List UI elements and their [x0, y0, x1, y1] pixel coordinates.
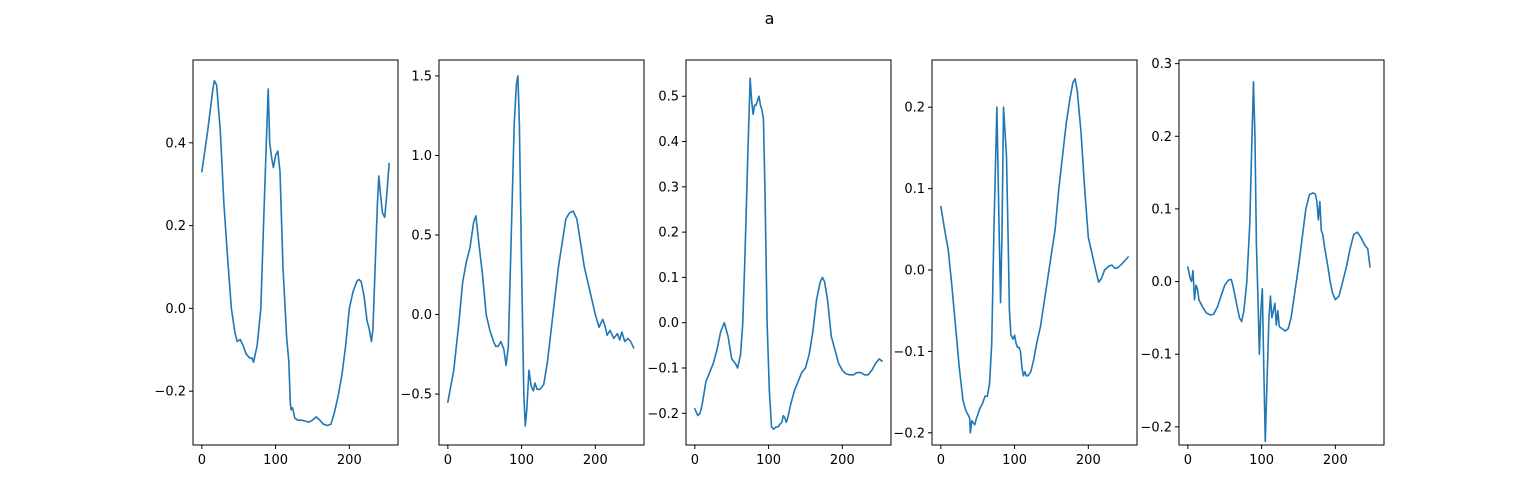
axes-frame-5 — [1178, 59, 1385, 446]
y-tick-label-5-0: −0.2 — [1140, 420, 1172, 435]
y-tick-label-2-4: 1.5 — [411, 69, 432, 84]
axes-frame-2 — [438, 59, 645, 446]
subplot-3: 0 100 200 −0.2 −0.1 0.0 0.1 0.2 0.3 0.4 0.5 — [647, 59, 892, 468]
y-tick-label-5-3: 0.1 — [1151, 202, 1172, 217]
y-tick-label-4-2: 0.0 — [904, 264, 925, 279]
y-tick-label-1-1: 0.0 — [165, 302, 186, 317]
subplot-1: 0 100 200 −0.2 0.0 0.2 0.4 — [154, 59, 399, 468]
x-tick-label-2-100: 100 — [509, 453, 534, 468]
y-tick-label-4-1: −0.1 — [893, 345, 925, 360]
axes-frame-3 — [685, 59, 892, 446]
x-tick-label-3-100: 100 — [756, 453, 781, 468]
y-tick-label-4-4: 0.2 — [904, 101, 925, 116]
series-line-5-1 — [1187, 80, 1371, 443]
x-tick-label-2-200: 200 — [583, 453, 608, 468]
y-tick-label-3-5: 0.3 — [658, 180, 679, 195]
x-tick-label-4-200: 200 — [1076, 453, 1101, 468]
figure-title: a — [765, 9, 775, 28]
subplot-2: 0 100 200 −0.5 0.0 0.5 1.0 1.5 — [400, 59, 645, 468]
axes-frame-1 — [192, 59, 399, 446]
y-tick-label-2-1: 0.0 — [411, 308, 432, 323]
y-tick-label-1-2: 0.2 — [165, 219, 186, 234]
subplot-5: 0 100 200 −0.2 −0.1 0.0 0.1 0.2 0.3 — [1140, 57, 1385, 468]
y-tick-label-3-2: 0.0 — [658, 316, 679, 331]
series-line-1-1 — [201, 79, 390, 427]
x-tick-label-3-0: 0 — [691, 453, 699, 468]
x-tick-label-1-100: 100 — [263, 453, 288, 468]
y-tick-label-5-1: −0.1 — [1140, 348, 1172, 363]
x-tick-label-2-0: 0 — [444, 453, 452, 468]
x-tick-label-1-0: 0 — [198, 453, 206, 468]
y-tick-label-3-4: 0.2 — [658, 226, 679, 241]
y-tick-label-3-1: −0.1 — [647, 362, 679, 377]
y-tick-label-1-3: 0.4 — [165, 136, 186, 151]
y-tick-label-2-3: 1.0 — [411, 149, 432, 164]
x-tick-label-4-0: 0 — [937, 453, 945, 468]
y-tick-label-5-2: 0.0 — [1151, 275, 1172, 290]
y-tick-label-3-7: 0.5 — [658, 90, 679, 105]
x-tick-label-3-200: 200 — [830, 453, 855, 468]
x-tick-label-5-0: 0 — [1184, 453, 1192, 468]
y-tick-label-5-5: 0.3 — [1151, 57, 1172, 72]
x-tick-label-1-200: 200 — [337, 453, 362, 468]
y-tick-label-4-3: 0.1 — [904, 182, 925, 197]
series-line-3-1 — [694, 77, 883, 430]
y-tick-label-2-2: 0.5 — [411, 229, 432, 244]
y-tick-label-3-0: −0.2 — [647, 407, 679, 422]
series-line-2-1 — [447, 75, 635, 427]
subplot-4: 0 100 200 −0.2 −0.1 0.0 0.1 0.2 — [893, 59, 1138, 468]
x-tick-label-4-100: 100 — [1002, 453, 1027, 468]
y-tick-label-1-0: −0.2 — [154, 385, 186, 400]
axes-frame-4 — [931, 59, 1138, 446]
y-tick-label-3-6: 0.4 — [658, 135, 679, 150]
x-tick-label-5-100: 100 — [1249, 453, 1274, 468]
series-line-4-1 — [940, 77, 1129, 434]
y-tick-label-4-0: −0.2 — [893, 426, 925, 441]
y-tick-label-5-4: 0.2 — [1151, 130, 1172, 145]
x-tick-label-5-200: 200 — [1323, 453, 1348, 468]
y-tick-label-2-0: −0.5 — [400, 388, 432, 403]
y-tick-label-3-3: 0.1 — [658, 271, 679, 286]
